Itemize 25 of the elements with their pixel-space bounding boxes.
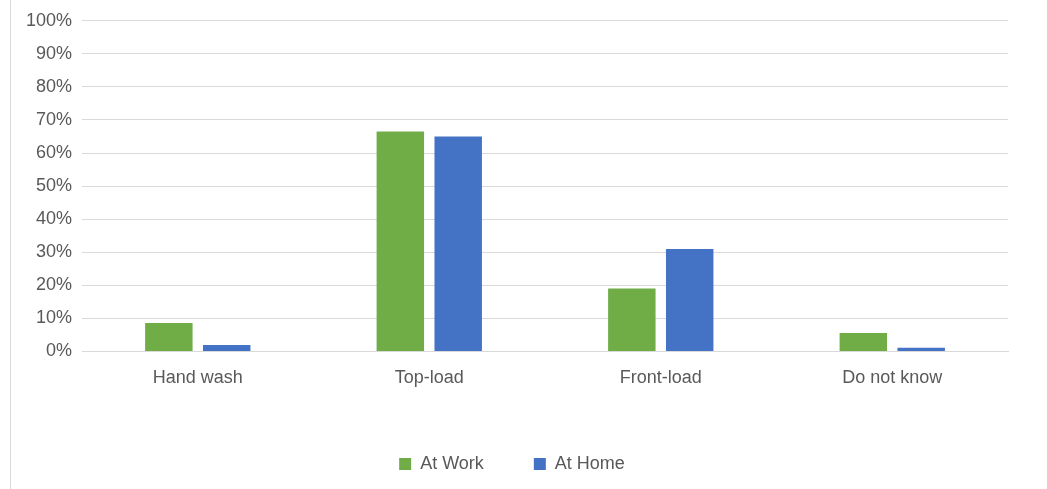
bar bbox=[665, 248, 714, 351]
bar bbox=[376, 131, 425, 351]
bar bbox=[434, 136, 482, 351]
y-tick-label: 50% bbox=[36, 175, 73, 196]
y-tick-label: 0% bbox=[46, 340, 73, 361]
y-tick-label: 10% bbox=[36, 307, 73, 328]
legend-label: At Work bbox=[420, 452, 485, 473]
x-tick-label: Do not know bbox=[842, 367, 944, 388]
y-tick-label: 60% bbox=[36, 142, 73, 163]
bar bbox=[897, 347, 945, 351]
bar bbox=[608, 288, 656, 351]
y-tick-label: 20% bbox=[36, 274, 73, 295]
x-tick-label: Top-load bbox=[394, 367, 464, 388]
y-tick-label: 70% bbox=[36, 108, 73, 129]
y-tick-label: 40% bbox=[36, 208, 73, 229]
bar bbox=[202, 345, 251, 351]
x-tick-label: Front-load bbox=[619, 367, 702, 388]
y-tick-label: 100% bbox=[25, 9, 73, 30]
y-tick-label: 30% bbox=[36, 241, 73, 262]
bar bbox=[839, 332, 888, 351]
x-tick-label: Hand wash bbox=[152, 367, 243, 388]
bar bbox=[145, 322, 193, 351]
y-tick-label: 80% bbox=[36, 75, 73, 96]
legend-label: At Home bbox=[554, 452, 625, 473]
y-tick-label: 90% bbox=[36, 42, 73, 63]
